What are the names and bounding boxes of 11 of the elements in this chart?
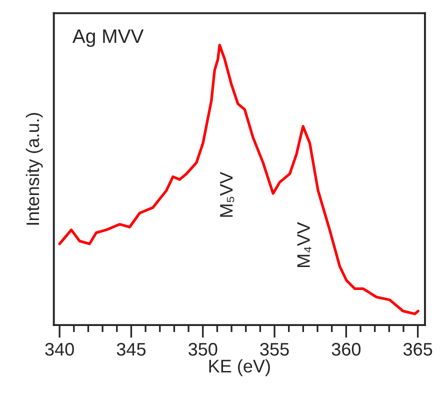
y-axis-title: Intensity (a.u.) — [26, 113, 43, 225]
annotation: Ag MVV — [72, 29, 144, 47]
x-tick-label: 360 — [332, 342, 361, 356]
x-tick-label: 355 — [260, 342, 289, 356]
x-tick-label: 340 — [45, 342, 74, 356]
x-tick-label: 365 — [403, 342, 432, 356]
annotation: M₅VV — [220, 172, 234, 217]
x-axis-title: KE (eV) — [209, 359, 270, 376]
annotation: M₄VV — [297, 222, 312, 267]
x-tick-label: 345 — [116, 342, 146, 356]
x-tick-label: 350 — [188, 342, 218, 356]
